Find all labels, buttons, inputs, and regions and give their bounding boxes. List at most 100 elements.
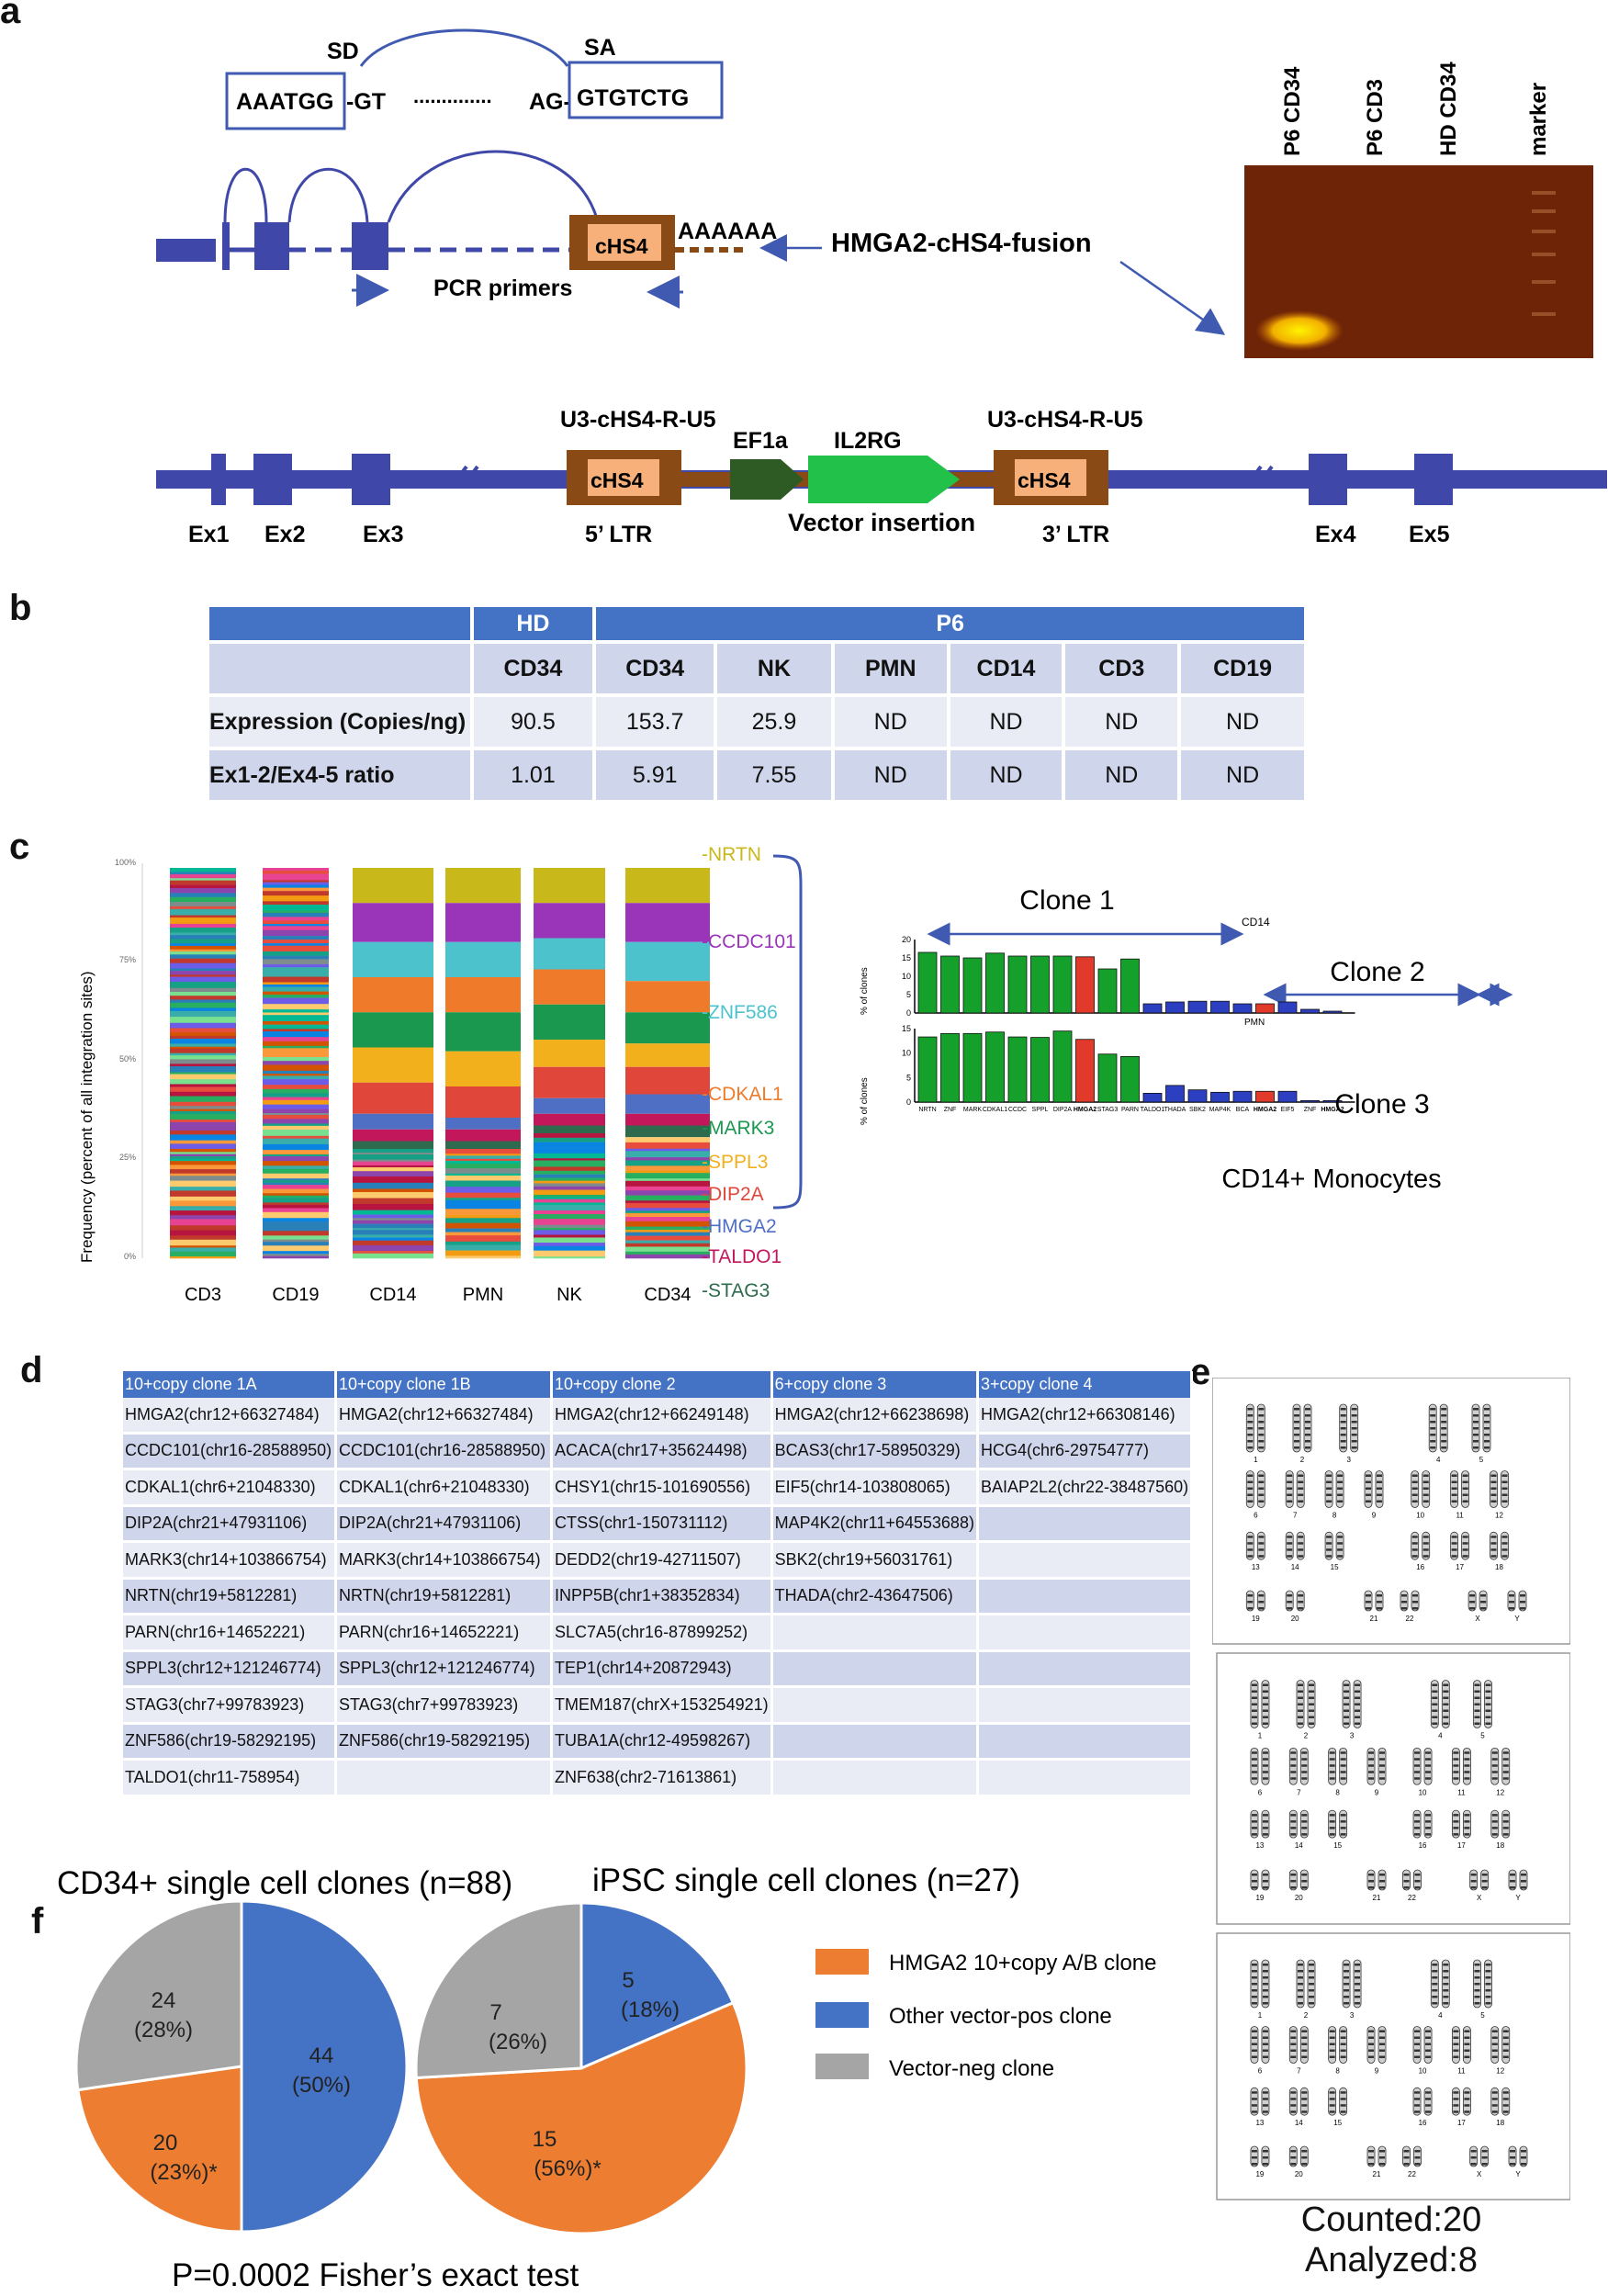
- stack-segment: [534, 1194, 605, 1198]
- chromosome-band: [1298, 1970, 1303, 1973]
- chromosome-band: [1377, 1493, 1382, 1496]
- stack-segment: [263, 1138, 329, 1145]
- chromosome-band: [1262, 2055, 1268, 2058]
- stack-segment: [170, 1225, 236, 1231]
- chromosome-band: [1481, 1880, 1488, 1883]
- stack-segment: [445, 1129, 521, 1142]
- chromosome-label: 13: [1252, 1563, 1260, 1571]
- chromosome-band: [1377, 1500, 1382, 1503]
- chromosome-label: 21: [1370, 1615, 1378, 1623]
- chromosome-band: [1469, 1594, 1476, 1597]
- chromosome-band: [1462, 1493, 1468, 1496]
- clone-bar: [1165, 1085, 1185, 1103]
- chromosome-band: [1301, 2091, 1308, 2094]
- chromosome-band: [1301, 2055, 1308, 2058]
- stack-segment: [170, 893, 236, 898]
- chromosome-band: [1403, 2150, 1410, 2153]
- x-category-label: CD3: [185, 1285, 221, 1305]
- chromosome-band: [1262, 1820, 1268, 1823]
- chromosome-band: [1251, 2049, 1257, 2052]
- slice-label: 5: [622, 1968, 634, 1993]
- chromosome-band: [1474, 2002, 1480, 2005]
- chromosome-band: [1510, 2163, 1515, 2166]
- chromosome-band: [1337, 1548, 1344, 1551]
- chromosome-label: 8: [1335, 1788, 1340, 1796]
- chromosome-band: [1301, 2150, 1308, 2153]
- clone-bar-charts: Clone 1 CD14 Clone 2 % of clones % of cl…: [860, 885, 1513, 1194]
- seq-left: AAATGG: [236, 89, 333, 115]
- chromosome-band: [1432, 1690, 1438, 1693]
- stack-segment: [263, 1165, 329, 1170]
- chromosome-band: [1453, 2091, 1459, 2094]
- chromosome-band: [1509, 1594, 1514, 1597]
- clone-bar: [917, 951, 938, 1014]
- stack-segment: [263, 1245, 329, 1252]
- clone-pie-charts: CD34+ single cell clones (n=88) iPSC sin…: [57, 1863, 1157, 2293]
- chromosome-band: [1298, 1555, 1304, 1558]
- stack-segment: [263, 1070, 329, 1075]
- chromosome-band: [1262, 2002, 1268, 2005]
- chromosome-band: [1502, 1777, 1509, 1780]
- exon-label: Ex2: [264, 522, 305, 547]
- chromosome-band: [1491, 1827, 1498, 1829]
- chromosome-band: [1294, 1446, 1299, 1449]
- chromosome-band: [1262, 2163, 1268, 2166]
- stack-segment: [534, 1214, 605, 1220]
- karyotype-box: [1216, 1652, 1570, 1925]
- chromosome-band: [1502, 2049, 1509, 2052]
- chromosome: [1328, 1809, 1337, 1839]
- chromosome-band: [1258, 1548, 1265, 1551]
- table-cell: CDKAL1(chr6+21048330): [123, 1469, 337, 1507]
- stack-segment: [170, 1230, 236, 1236]
- chromosome-band: [1377, 1480, 1382, 1483]
- chromosome-band: [1485, 1996, 1491, 1998]
- il2rg-gene: [808, 456, 960, 503]
- stack-segment: [263, 1088, 329, 1094]
- chromosome-band: [1368, 2036, 1374, 2039]
- chromosome-label: 10: [1419, 1788, 1427, 1796]
- stack-segment: [263, 887, 329, 892]
- stack-segment: [445, 1187, 521, 1193]
- chromosome-band: [1491, 2049, 1498, 2052]
- chromosome-band: [1490, 1500, 1497, 1503]
- stack-segment: [263, 1150, 329, 1155]
- gene-tick-label: MAP4K: [1209, 1107, 1231, 1113]
- y-axis-label: % of clones: [860, 1077, 870, 1125]
- clone-bar: [1322, 1010, 1343, 1014]
- panel-label-d: d: [20, 1350, 43, 1390]
- chromosome-band: [1451, 1487, 1457, 1490]
- stack-segment: [625, 1226, 710, 1231]
- group-hd: HD: [471, 607, 597, 644]
- table-cell: [977, 1578, 1194, 1615]
- chromosome-band: [1379, 2163, 1385, 2166]
- chromosome-band: [1290, 1833, 1297, 1836]
- chromosome-band: [1301, 2110, 1308, 2113]
- stack-segment: [353, 1113, 433, 1130]
- stack-segment: [263, 1020, 329, 1025]
- gene-tick-label: EIF5: [1281, 1107, 1295, 1113]
- stack-segment: [170, 987, 236, 993]
- stack-segment: [625, 1208, 710, 1211]
- table-cell: 153.7: [594, 695, 718, 750]
- clone2-label: Clone 2: [1330, 957, 1424, 987]
- chromosome-band: [1247, 1421, 1254, 1424]
- stack-segment: [534, 1177, 605, 1181]
- chromosome-band: [1251, 1690, 1257, 1693]
- stack-segment: [170, 1096, 236, 1103]
- stack-segment: [445, 1118, 521, 1130]
- chromosome-band: [1251, 1716, 1257, 1718]
- stack-segment: [263, 984, 329, 987]
- chromosome-band: [1485, 1683, 1491, 1686]
- table-row: STAG3(chr7+99783923) STAG3(chr7+99783923)…: [123, 1686, 1194, 1725]
- stack-segment: [353, 977, 433, 1013]
- chromosome-band: [1464, 2110, 1470, 2113]
- chromosome-band: [1368, 1771, 1374, 1773]
- clone-bar: [1052, 955, 1073, 1014]
- chromosome-band: [1340, 1421, 1346, 1424]
- chromosome-band: [1521, 1880, 1526, 1883]
- stack-segment: [170, 868, 236, 872]
- stack-segment: [263, 1079, 329, 1086]
- stack-segment: [353, 1149, 433, 1154]
- chromosome-band: [1377, 1594, 1382, 1597]
- stack-segment: [534, 1227, 605, 1231]
